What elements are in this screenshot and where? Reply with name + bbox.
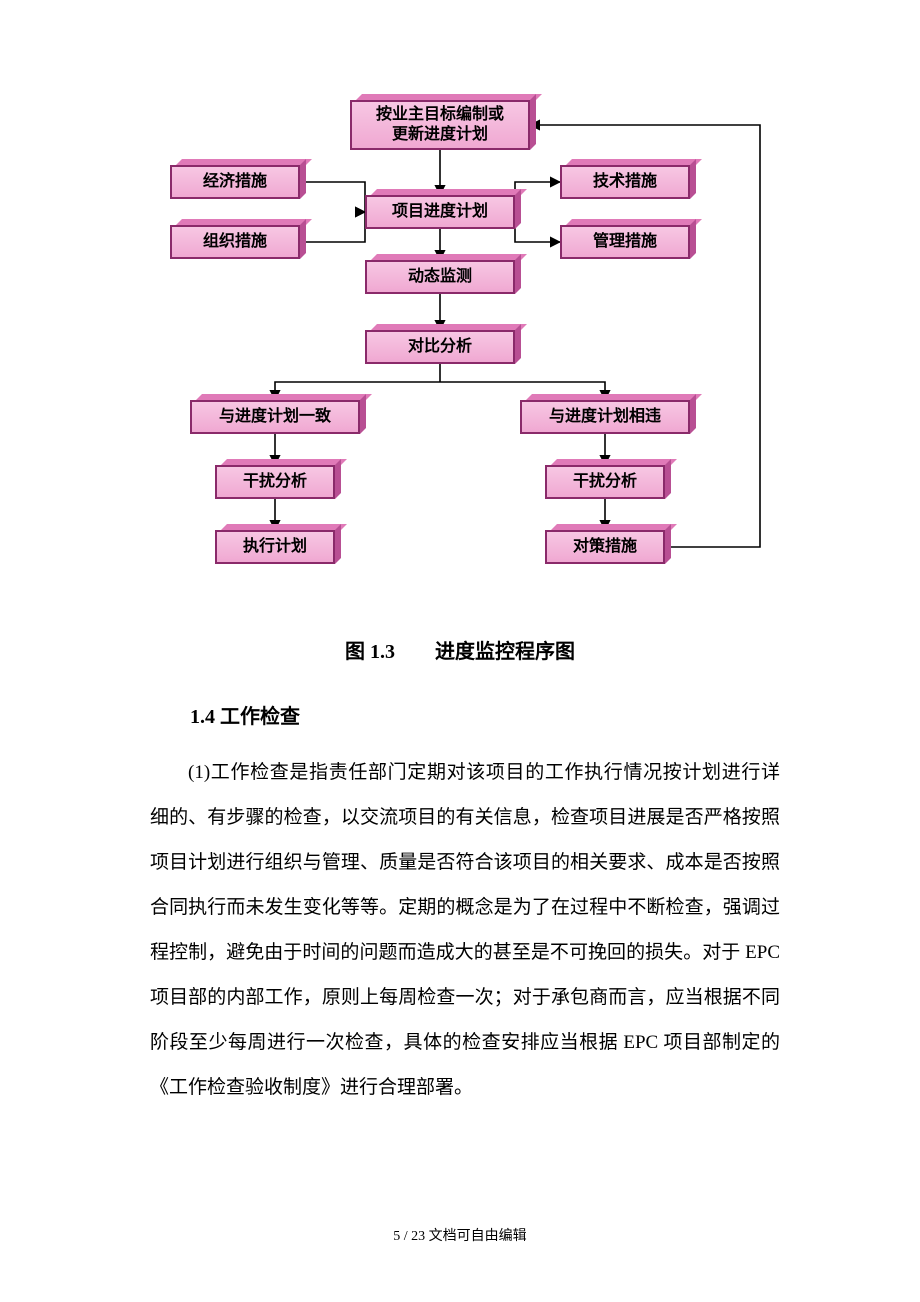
flowchart-node: 对策措施 <box>545 524 671 564</box>
flowchart-node: 管理措施 <box>560 219 696 259</box>
page-footer: 5 / 23 文档可自由编辑 <box>0 1225 920 1245</box>
flowchart-node: 项目进度计划 <box>365 189 521 229</box>
flowchart-node: 动态监测 <box>365 254 521 294</box>
flowchart-node-label: 经济措施 <box>170 165 300 199</box>
flowchart-node-label: 干扰分析 <box>215 465 335 499</box>
section-heading: 1.4 工作检查 <box>190 700 300 729</box>
section-body-paragraph: (1)工作检查是指责任部门定期对该项目的工作执行情况按计划进行详细的、有步骤的检… <box>150 750 780 1110</box>
flowchart-node: 对比分析 <box>365 324 521 364</box>
flowchart-node: 执行计划 <box>215 524 341 564</box>
page: 按业主目标编制或更新进度计划经济措施组织措施 技术措施管理措施 项目进度计划动态监测… <box>0 0 920 1302</box>
flowchart-node: 与进度计划一致 <box>190 394 366 434</box>
flowchart-node-label: 执行计划 <box>215 530 335 564</box>
flowchart-node: 技术措施 <box>560 159 696 199</box>
flowchart-node-label: 与进度计划相违 <box>520 400 690 434</box>
flowchart-node-label: 技术措施 <box>560 165 690 199</box>
flowchart-node: 干扰分析 <box>545 459 671 499</box>
figure-caption: 图 1.3 进度监控程序图 <box>0 635 920 664</box>
flowchart-node-label: 动态监测 <box>365 260 515 294</box>
flowchart-node: 组织措施 <box>170 219 306 259</box>
flowchart-connectors <box>0 0 920 600</box>
flowchart-node-label: 项目进度计划 <box>365 195 515 229</box>
flowchart-node-label: 组织措施 <box>170 225 300 259</box>
flowchart-node-label: 与进度计划一致 <box>190 400 360 434</box>
flowchart-node-label: 管理措施 <box>560 225 690 259</box>
flowchart-node-label: 干扰分析 <box>545 465 665 499</box>
flowchart-node: 与进度计划相违 <box>520 394 696 434</box>
flowchart-node: 按业主目标编制或更新进度计划 <box>350 94 536 150</box>
flowchart-node: 干扰分析 <box>215 459 341 499</box>
flowchart-node-label: 对比分析 <box>365 330 515 364</box>
flowchart-node-label: 按业主目标编制或更新进度计划 <box>350 100 530 150</box>
flowchart-node: 经济措施 <box>170 159 306 199</box>
flowchart-node-label: 对策措施 <box>545 530 665 564</box>
flowchart-diagram: 按业主目标编制或更新进度计划经济措施组织措施 技术措施管理措施 项目进度计划动态监测… <box>0 0 920 600</box>
section-body: (1)工作检查是指责任部门定期对该项目的工作执行情况按计划进行详细的、有步骤的检… <box>150 750 780 1110</box>
